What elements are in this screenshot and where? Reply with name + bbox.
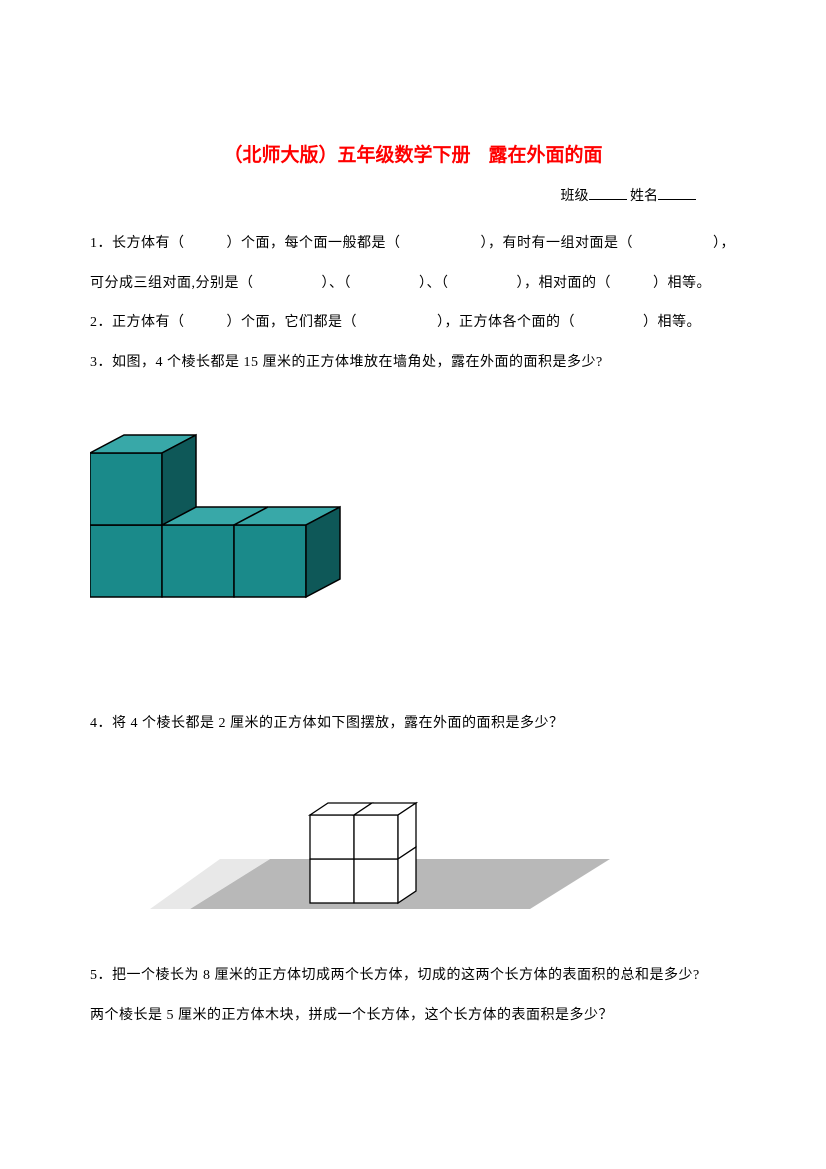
q1-l2e: ）相等。 <box>653 276 711 291</box>
q4-text: 将 4 个棱长都是 2 厘米的正方体如下图摆放，露在外面的面积是多少？ <box>112 716 564 731</box>
question-5: 5．把一个棱长为 8 厘米的正方体切成两个长方体，切成的这两个长方体的表面积的总… <box>90 959 736 993</box>
title-part1: （北师大版）五年级数学下册 <box>223 145 470 166</box>
question-2: 2．正方体有（ ）个面，它们都是（ ），正方体各个面的（ ）相等。 <box>90 306 736 340</box>
q2-t2: ）个面，它们都是（ <box>227 315 358 330</box>
class-label: 班级 <box>561 189 589 204</box>
q1-l2d: ），相对面的（ <box>517 276 612 291</box>
q1-num: 1． <box>90 236 112 251</box>
q1-t4: ）， <box>713 236 735 251</box>
question-5-line2: 两个棱长是 5 厘米的正方体木块，拼成一个长方体，这个长方体的表面积是多少？ <box>90 999 736 1033</box>
question-3: 3．如图，4 个棱长都是 15 厘米的正方体堆放在墙角处，露在外面的面积是多少? <box>90 346 736 380</box>
q2-t4: ）相等。 <box>643 315 701 330</box>
q3-text: 如图，4 个棱长都是 15 厘米的正方体堆放在墙角处，露在外面的面积是多少? <box>112 355 603 370</box>
q5-num: 5． <box>90 968 112 983</box>
class-blank[interactable] <box>589 186 627 200</box>
q5-l2: 两个棱长是 5 厘米的正方体木块，拼成一个长方体，这个长方体的表面积是多少？ <box>90 1008 613 1023</box>
student-info: 班级 姓名 <box>90 185 736 205</box>
q2-t3: ），正方体各个面的（ <box>437 315 575 330</box>
q1-t3: ），有时有一组对面是（ <box>481 236 634 251</box>
title-part2: 露在外面的面 <box>489 145 603 166</box>
q1-l2c: ）、（ <box>419 276 449 291</box>
figure-1-cubes <box>90 397 736 617</box>
q3-num: 3． <box>90 355 112 370</box>
q1-l2a: 可分成三组对面,分别是（ <box>90 276 254 291</box>
q2-num: 2． <box>90 315 112 330</box>
name-blank[interactable] <box>658 186 696 200</box>
page-title: （北师大版）五年级数学下册露在外面的面 <box>90 140 736 167</box>
q4-num: 4． <box>90 716 112 731</box>
q1-t2: ）个面，每个面一般都是（ <box>227 236 401 251</box>
q1-l2b: ）、（ <box>322 276 352 291</box>
question-4: 4．将 4 个棱长都是 2 厘米的正方体如下图摆放，露在外面的面积是多少？ <box>90 707 736 741</box>
q2-t1: 正方体有（ <box>112 315 185 330</box>
question-1-line2: 可分成三组对面,分别是（ ）、（ ）、（ ），相对面的（ ）相等。 <box>90 267 736 301</box>
q1-t1: 长方体有（ <box>112 236 185 251</box>
name-label: 姓名 <box>630 189 658 204</box>
question-1: 1．长方体有（ ）个面，每个面一般都是（ ），有时有一组对面是（ ）， <box>90 227 736 261</box>
q5-text: 把一个棱长为 8 厘米的正方体切成两个长方体，切成的这两个长方体的表面积的总和是… <box>112 968 700 983</box>
figure-2-cubes <box>150 769 736 929</box>
